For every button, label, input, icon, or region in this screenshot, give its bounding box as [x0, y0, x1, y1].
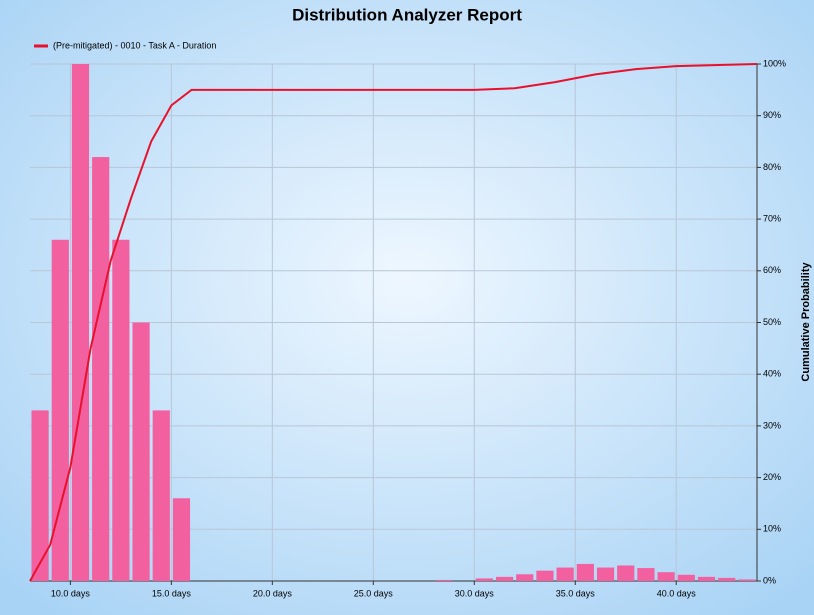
cumulative-line — [29, 63, 758, 582]
bar — [718, 577, 736, 581]
y2-tick-label: 50% — [763, 317, 781, 327]
bar — [71, 64, 90, 581]
x-tick-label: 15.0 days — [152, 588, 192, 598]
y2-tick-label: 80% — [763, 162, 781, 172]
y2-tick-label: 70% — [763, 213, 781, 223]
bar — [677, 574, 695, 581]
bar — [112, 239, 130, 581]
bar — [637, 568, 655, 581]
bar — [132, 322, 150, 581]
y2-tick-label: 90% — [763, 110, 781, 120]
bar — [697, 576, 716, 581]
bar — [152, 410, 170, 581]
x-tick-label: 10.0 days — [51, 588, 91, 598]
bar — [576, 563, 594, 581]
x-tick-label: 40.0 days — [657, 588, 697, 598]
x-tick-label: 20.0 days — [253, 588, 293, 598]
x-tick-label: 25.0 days — [354, 588, 394, 598]
bar — [495, 576, 514, 581]
bar — [435, 579, 453, 581]
chart-title: Distribution Analyzer Report — [292, 5, 522, 24]
bar — [31, 410, 49, 581]
bar — [596, 567, 615, 581]
y2-tick-label: 30% — [763, 420, 781, 430]
y2-tick-label: 100% — [763, 58, 786, 68]
x-tick-label: 30.0 days — [455, 588, 495, 598]
y2-tick-label: 40% — [763, 369, 781, 379]
y2-axis-title: Cumulative Probability — [800, 262, 812, 382]
y2-tick-label: 20% — [763, 472, 781, 482]
bar — [51, 239, 69, 581]
bar — [516, 574, 534, 581]
y2-tick-label: 0% — [763, 575, 776, 585]
y2-tick-label: 60% — [763, 265, 781, 275]
bar — [617, 565, 635, 581]
legend-label: (Pre-mitigated) - 0010 - Task A - Durati… — [53, 40, 216, 50]
bar — [92, 157, 110, 581]
bar — [738, 579, 756, 581]
bar — [172, 498, 191, 581]
bar — [556, 567, 574, 581]
plot: 0% 10% 20% 30% 40% 50% 60% 70% 80% 90% 100% 10.0 da… — [29, 40, 786, 598]
y2-tick-label: 10% — [763, 524, 781, 534]
bar — [475, 578, 493, 581]
bar — [536, 570, 554, 581]
bar — [657, 572, 675, 581]
x-tick-label: 35.0 days — [556, 588, 596, 598]
